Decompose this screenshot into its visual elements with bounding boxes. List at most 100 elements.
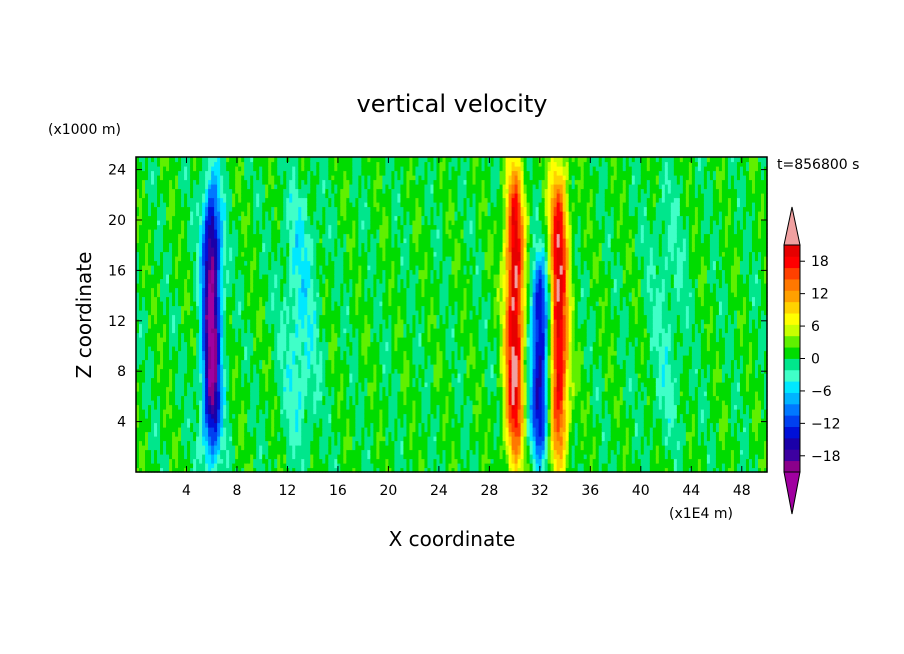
field-cell	[265, 427, 269, 433]
field-cell	[271, 409, 275, 415]
field-cell	[169, 355, 173, 361]
field-cell	[253, 179, 257, 185]
field-cell	[139, 377, 143, 383]
field-cell	[184, 211, 188, 217]
field-cell	[190, 193, 194, 199]
field-cell	[232, 382, 236, 388]
field-cell	[175, 314, 179, 320]
field-cell	[214, 170, 218, 176]
velocity-field	[136, 157, 768, 473]
field-cell	[277, 436, 281, 442]
field-cell	[235, 409, 239, 415]
field-cell	[217, 211, 221, 217]
field-cell	[187, 436, 191, 442]
field-cell	[244, 337, 248, 343]
field-cell	[190, 445, 194, 451]
field-cell	[166, 179, 170, 185]
field-cell	[235, 404, 239, 410]
field-cell	[217, 418, 221, 424]
field-cell	[223, 359, 227, 365]
field-cell	[217, 274, 221, 280]
field-cell	[211, 310, 215, 316]
field-cell	[178, 157, 182, 163]
field-cell	[205, 170, 209, 176]
field-cell	[238, 346, 242, 352]
field-cell	[151, 350, 155, 356]
field-cell	[136, 256, 140, 262]
field-cell	[208, 157, 212, 163]
field-cell	[175, 458, 179, 464]
field-cell	[274, 242, 278, 248]
field-cell	[283, 193, 287, 199]
field-cell	[241, 445, 245, 451]
field-cell	[268, 350, 272, 356]
field-cell	[217, 238, 221, 244]
field-cell	[205, 373, 209, 379]
field-cell	[286, 296, 290, 302]
field-cell	[163, 278, 167, 284]
field-cell	[262, 188, 266, 194]
field-cell	[286, 431, 290, 437]
field-cell	[148, 193, 152, 199]
field-cell	[154, 386, 158, 392]
field-cell	[172, 269, 176, 275]
field-cell	[187, 170, 191, 176]
field-cell	[160, 251, 164, 257]
field-cell	[217, 319, 221, 325]
field-cell	[145, 184, 149, 190]
field-cell	[175, 251, 179, 257]
field-cell	[139, 418, 143, 424]
field-cell	[274, 328, 278, 334]
field-cell	[208, 359, 212, 365]
field-cell	[166, 269, 170, 275]
field-cell	[229, 440, 233, 446]
field-cell	[232, 386, 236, 392]
field-cell	[259, 395, 263, 401]
field-cell	[274, 233, 278, 239]
field-cell	[277, 238, 281, 244]
field-cell	[232, 391, 236, 397]
field-cell	[178, 260, 182, 266]
field-cell	[235, 215, 239, 221]
field-cell	[157, 427, 161, 433]
field-cell	[139, 233, 143, 239]
field-cell	[157, 467, 161, 473]
field-cell	[145, 251, 149, 257]
field-cell	[223, 409, 227, 415]
field-cell	[235, 220, 239, 226]
field-cell	[214, 418, 218, 424]
field-cell	[256, 418, 260, 424]
field-cell	[145, 328, 149, 334]
field-cell	[157, 157, 161, 163]
field-cell	[190, 175, 194, 181]
field-cell	[157, 436, 161, 442]
field-cell	[154, 251, 158, 257]
field-cell	[211, 238, 215, 244]
field-cell	[178, 170, 182, 176]
field-cell	[265, 386, 269, 392]
field-cell	[139, 301, 143, 307]
field-cell	[253, 400, 257, 406]
field-cell	[172, 310, 176, 316]
field-cell	[163, 373, 167, 379]
field-cell	[250, 278, 254, 284]
field-cell	[271, 332, 275, 338]
field-cell	[274, 184, 278, 190]
field-cell	[196, 265, 200, 271]
field-cell	[196, 184, 200, 190]
field-cell	[160, 364, 164, 370]
field-cell	[196, 404, 200, 410]
field-cell	[208, 260, 212, 266]
field-cell	[202, 197, 206, 203]
field-cell	[181, 296, 185, 302]
field-cell	[187, 242, 191, 248]
field-cell	[178, 400, 182, 406]
field-cell	[286, 256, 290, 262]
field-cell	[283, 220, 287, 226]
field-cell	[160, 319, 164, 325]
field-cell	[172, 449, 176, 455]
field-cell	[145, 440, 149, 446]
field-cell	[136, 391, 140, 397]
field-cell	[136, 427, 140, 433]
field-cell	[190, 211, 194, 217]
